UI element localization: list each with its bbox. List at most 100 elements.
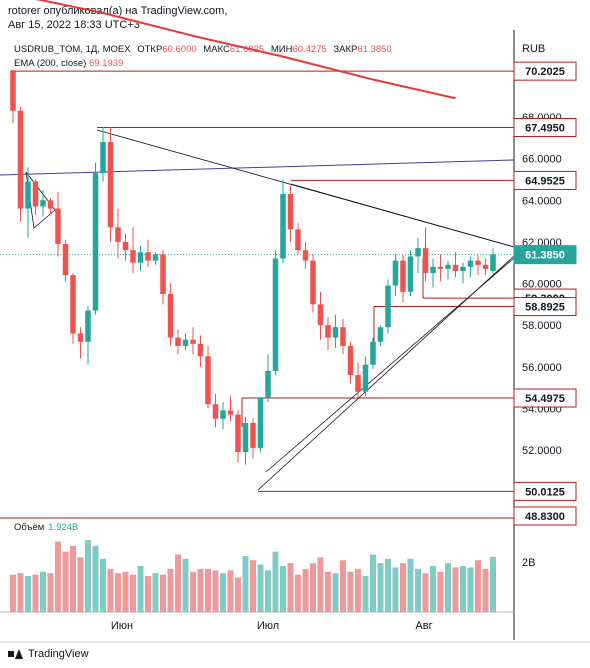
- y-tick-label: 60.0000: [522, 279, 562, 291]
- volume-legend: Объём 1.924B: [14, 522, 78, 533]
- price-label-box: [513, 481, 577, 501]
- volume-bar: [182, 558, 189, 612]
- candle-body: [152, 254, 159, 261]
- high-label: МАКС: [203, 44, 230, 55]
- volume-bar: [17, 573, 24, 612]
- candle-body: [25, 181, 31, 209]
- low-label: МИН: [270, 44, 293, 55]
- volume-bar: [452, 567, 459, 612]
- candle-body: [227, 410, 234, 415]
- volume-bar: [32, 574, 39, 612]
- chart-legend: USDRUB_TOM, 1Д, MOEX ОТКР60.6000 МАКС61.…: [14, 43, 392, 71]
- close-label: ЗАКР: [333, 44, 358, 55]
- candle-body: [445, 264, 451, 269]
- candle-body: [340, 327, 346, 346]
- volume-bar: [107, 568, 114, 612]
- volume-bar: [175, 554, 181, 612]
- candle-body: [280, 194, 286, 259]
- volume-bar: [490, 556, 496, 612]
- price-label-text: 58.8925: [525, 302, 565, 314]
- candle-body: [310, 260, 316, 305]
- volume-bar: [115, 573, 121, 612]
- volume-bar: [190, 571, 196, 612]
- y-tick-label: 58.0000: [522, 320, 562, 332]
- volume-bar: [220, 573, 226, 612]
- price-label-box: [513, 388, 577, 408]
- candle-body: [332, 327, 339, 338]
- candle-body: [85, 310, 91, 342]
- volume-bar: [227, 570, 234, 612]
- volume-bar: [460, 566, 466, 612]
- price-label-text: 54.4975: [525, 393, 565, 405]
- candle-body: [55, 208, 61, 244]
- volume-bar: [392, 567, 399, 612]
- candle-body: [32, 181, 39, 207]
- candle-body: [437, 266, 444, 269]
- price-label-text: 64.9525: [525, 175, 565, 187]
- level-price-label: 64.9525: [513, 170, 577, 190]
- candle-body: [182, 339, 189, 346]
- candle-body: [325, 325, 331, 338]
- candle-body: [422, 248, 429, 274]
- candle-body: [355, 375, 361, 392]
- price-label-box: [513, 297, 577, 317]
- volume-bar: [25, 576, 31, 612]
- blue-trendline: [0, 159, 515, 176]
- candle-body: [145, 252, 151, 261]
- x-tick-label: Июн: [111, 620, 133, 632]
- candle-body: [272, 258, 279, 371]
- support-trendline: [265, 257, 515, 473]
- candle-body: [452, 264, 459, 272]
- candle-body: [317, 304, 324, 326]
- close-value: 61.3850: [357, 44, 392, 55]
- resistance-trendline: [290, 183, 515, 248]
- candle-body: [220, 410, 226, 419]
- volume-bar: [70, 545, 76, 612]
- volume-bar: [40, 571, 46, 612]
- candle-body: [377, 327, 384, 342]
- brand-name[interactable]: TradingView: [28, 648, 89, 660]
- candle-body: [205, 356, 211, 405]
- candle-body: [47, 200, 54, 209]
- volume-bar: [400, 563, 406, 612]
- volume-bar: [475, 560, 481, 612]
- x-tick-label: Июл: [257, 620, 279, 632]
- last-price-label: 61.3850: [513, 245, 577, 265]
- volume-bar: [445, 563, 451, 612]
- volume-bar: [355, 568, 361, 612]
- level-price-label: 50.0125: [513, 481, 577, 501]
- volume-bar: [310, 563, 316, 612]
- volume-bar: [280, 566, 286, 612]
- volume-bar: [242, 555, 249, 612]
- candle-body: [122, 241, 129, 251]
- candle-body: [385, 285, 391, 328]
- volume-bar: [212, 570, 219, 612]
- volume-bar: [160, 574, 166, 612]
- candle-body: [17, 110, 24, 209]
- y-tick-label: 56.0000: [522, 362, 562, 374]
- price-label-box: [513, 61, 577, 81]
- volume-bar: [92, 545, 99, 612]
- ema-line: [35, 0, 456, 100]
- volume-label: Объём: [14, 522, 45, 533]
- candle-body: [482, 264, 489, 269]
- volume-bar: [340, 560, 346, 612]
- candle-body: [167, 293, 174, 338]
- candle-body: [175, 337, 181, 346]
- high-value: 61.6825: [229, 44, 265, 55]
- candle-body: [257, 397, 264, 448]
- level-price-label: 67.4950: [513, 118, 577, 138]
- price-label-box: [513, 118, 577, 138]
- price-label-text: 61.3850: [525, 250, 565, 262]
- volume-bar: [250, 560, 256, 612]
- volume-bar: [467, 567, 474, 612]
- candle-body: [107, 141, 114, 228]
- candle-body: [212, 404, 219, 419]
- volume-bar: [317, 557, 324, 612]
- y-tick-label: 66.0000: [522, 154, 562, 166]
- candle-body: [370, 341, 376, 365]
- volume-bar: [257, 564, 264, 612]
- candle-body: [430, 266, 436, 274]
- volume-bar: [272, 551, 279, 612]
